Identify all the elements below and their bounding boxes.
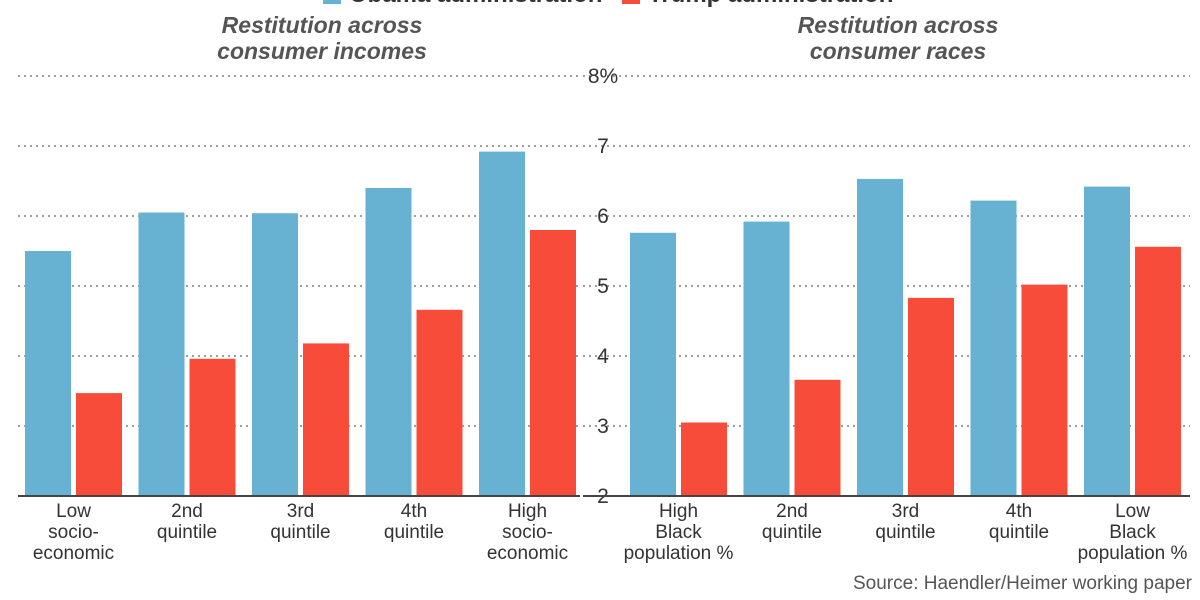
- bar-trump: [189, 358, 236, 496]
- category-label: Black: [655, 522, 702, 543]
- category-label: 3rd: [287, 501, 314, 522]
- source-note: Source: Haendler/Heimer working paper: [853, 573, 1192, 594]
- bar-obama: [252, 213, 298, 496]
- bar-trump: [416, 309, 463, 496]
- bar-trump: [1135, 246, 1181, 496]
- panel-title: consumer incomes: [217, 38, 427, 64]
- category-label: quintile: [762, 522, 822, 543]
- category-label: 3rd: [892, 501, 919, 522]
- category-label: High: [508, 501, 547, 522]
- category-label: 4th: [401, 501, 427, 522]
- panel-title: Restitution across: [798, 12, 999, 38]
- category-label: socio-: [502, 522, 553, 543]
- category-label: population %: [624, 543, 734, 564]
- bar-trump: [794, 379, 841, 496]
- bar-obama: [970, 200, 1017, 496]
- panel-title: Restitution across: [222, 12, 423, 38]
- legend-label: Trump administration: [648, 0, 893, 8]
- legend-swatch: [622, 0, 640, 4]
- bar-obama: [743, 221, 790, 496]
- category-label: High: [659, 501, 698, 522]
- category-label: quintile: [989, 522, 1049, 543]
- bar-trump: [530, 230, 576, 496]
- category-label: socio-: [48, 522, 99, 543]
- y-tick-label: 6: [597, 205, 609, 228]
- category-label: Black: [1109, 522, 1156, 543]
- bar-obama: [857, 178, 903, 496]
- bar-trump: [303, 343, 349, 496]
- bar-obama: [1084, 186, 1130, 496]
- bar-obama: [630, 232, 676, 497]
- bar-obama: [25, 251, 71, 496]
- bar-obama: [365, 188, 412, 496]
- category-label: quintile: [384, 522, 444, 543]
- panel-title: consumer races: [810, 38, 986, 64]
- y-tick-label: 8%: [588, 65, 618, 88]
- category-label: Low: [56, 501, 91, 522]
- category-label: quintile: [270, 522, 330, 543]
- bar-trump: [681, 422, 727, 496]
- category-label: 2nd: [776, 501, 808, 522]
- y-tick-label: 4: [597, 345, 609, 368]
- y-tick-label: 5: [597, 275, 609, 298]
- category-label: 2nd: [171, 501, 203, 522]
- category-label: economic: [487, 543, 568, 564]
- bar-trump: [1021, 284, 1068, 496]
- category-label: population %: [1078, 543, 1188, 564]
- y-tick-label: 3: [597, 415, 609, 438]
- category-label: 4th: [1006, 501, 1032, 522]
- legend-label: Obama administration: [349, 0, 602, 8]
- category-label: economic: [33, 543, 114, 564]
- bar-trump: [908, 297, 954, 496]
- bar-obama: [479, 151, 525, 496]
- legend: Obama administration Trump administration: [323, 0, 893, 8]
- category-label: quintile: [157, 522, 217, 543]
- bar-obama: [138, 212, 185, 496]
- legend-swatch: [323, 0, 341, 4]
- category-label: quintile: [875, 522, 935, 543]
- category-label: Low: [1115, 501, 1150, 522]
- bar-trump: [76, 393, 122, 496]
- y-tick-label: 7: [597, 135, 609, 158]
